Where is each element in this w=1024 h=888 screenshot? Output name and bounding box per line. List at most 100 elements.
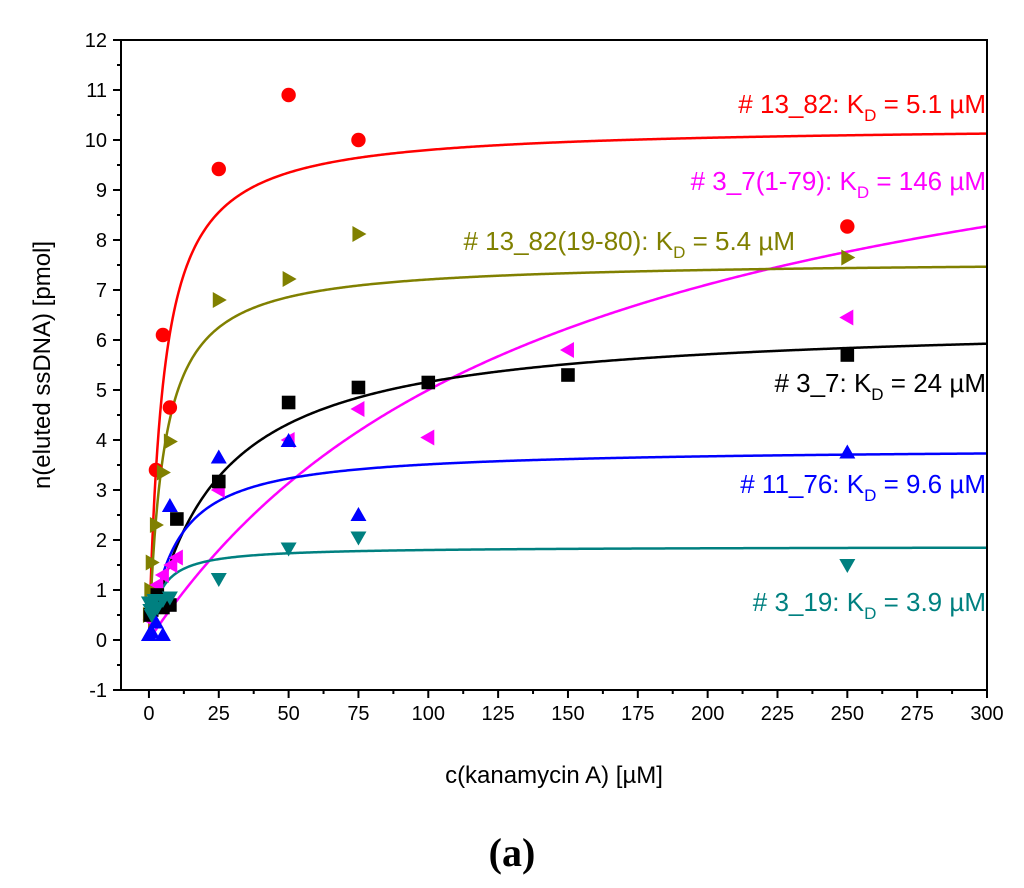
series-label-prefix: # 3_7: K bbox=[774, 368, 872, 398]
data-point--3-7-1-79- bbox=[559, 342, 574, 358]
x-tick-label: 275 bbox=[900, 703, 933, 725]
y-tick-label: 8 bbox=[96, 230, 107, 252]
series-label-prefix: # 3_7(1-79): K bbox=[691, 166, 858, 196]
x-tick-label: 75 bbox=[347, 703, 369, 725]
x-tick-label: 0 bbox=[143, 703, 154, 725]
kd-subscript: D bbox=[864, 604, 876, 623]
data-point--3-7 bbox=[281, 395, 296, 410]
kd-subscript: D bbox=[864, 106, 876, 125]
x-tick-label: 125 bbox=[481, 703, 514, 725]
data-point--3-7-1-79- bbox=[154, 567, 169, 583]
series-label: # 11_76: KD = 9.6 µM bbox=[740, 469, 986, 505]
series-label-prefix: # 11_76: K bbox=[740, 469, 865, 499]
data-markers bbox=[140, 87, 856, 641]
data-point--11-76 bbox=[161, 498, 178, 512]
data-point--3-7 bbox=[561, 368, 575, 382]
data-point--3-7 bbox=[840, 348, 855, 362]
data-point--13-82-19-80- bbox=[282, 271, 297, 287]
kd-subscript: D bbox=[864, 486, 876, 505]
data-point--11-76 bbox=[210, 449, 227, 464]
series-label-prefix: # 13_82: K bbox=[738, 89, 864, 119]
y-tick-label: 2 bbox=[96, 530, 107, 552]
data-point--13-82-19-80- bbox=[212, 292, 227, 308]
data-point--3-19 bbox=[210, 573, 227, 587]
x-tick-label: 175 bbox=[621, 703, 654, 725]
data-point--13-82 bbox=[155, 327, 171, 343]
plot-frame bbox=[120, 39, 988, 691]
tick-labels: 0 25 50 75 100 125 150 175 200 225 250 275 300-10123… bbox=[85, 30, 1004, 725]
data-point--3-19 bbox=[280, 542, 297, 557]
series-label-prefix: # 3_19: K bbox=[753, 587, 865, 617]
y-tick-label: 0 bbox=[96, 630, 107, 652]
data-point--3-19 bbox=[839, 559, 856, 573]
data-point--3-7 bbox=[351, 380, 366, 395]
y-tick-label: 3 bbox=[96, 480, 107, 502]
x-axis-title: c(kanamycin A) [µM] bbox=[445, 762, 663, 789]
data-point--3-19 bbox=[161, 591, 178, 606]
y-tick-label: 5 bbox=[96, 380, 107, 402]
x-tick-label: 100 bbox=[412, 703, 445, 725]
data-point--13-82-19-80- bbox=[163, 433, 178, 450]
series-label-suffix: = 24 µM bbox=[884, 368, 986, 398]
x-tick-label: 225 bbox=[761, 703, 794, 725]
panel-label: (a) bbox=[489, 830, 536, 875]
x-tick-label: 150 bbox=[551, 703, 584, 725]
x-tick-label: 50 bbox=[277, 703, 299, 725]
series-label-suffix: = 9.6 µM bbox=[876, 469, 986, 499]
kd-subscript: D bbox=[673, 243, 685, 262]
data-point--13-82 bbox=[281, 87, 296, 103]
y-tick-label: -1 bbox=[89, 680, 107, 702]
x-tick-label: 300 bbox=[970, 703, 1003, 725]
data-point--11-76 bbox=[350, 507, 367, 521]
data-point--3-7-1-79- bbox=[168, 549, 183, 566]
data-point--11-76 bbox=[147, 614, 164, 629]
x-tick-label: 250 bbox=[831, 703, 864, 725]
data-point--13-82-19-80- bbox=[156, 464, 171, 481]
data-point--13-82 bbox=[351, 132, 366, 148]
series-label-suffix: = 5.1 µM bbox=[876, 89, 986, 119]
data-point--13-82 bbox=[162, 400, 178, 415]
data-point--3-7-1-79- bbox=[163, 557, 178, 573]
y-tick-label: 9 bbox=[96, 180, 107, 202]
data-point--13-82 bbox=[211, 161, 226, 177]
series-label: # 13_82: KD = 5.1 µM bbox=[738, 89, 986, 125]
y-tick-label: 12 bbox=[85, 30, 107, 52]
fit-curve--13-82 bbox=[147, 132, 988, 641]
data-point--13-82-19-80- bbox=[145, 554, 160, 571]
data-point--3-7 bbox=[170, 512, 184, 526]
x-tick-label: 25 bbox=[208, 703, 230, 725]
data-point--3-7 bbox=[421, 375, 436, 390]
series-label-suffix: = 3.9 µM bbox=[876, 587, 986, 617]
data-point--11-76 bbox=[280, 433, 297, 447]
series-label: # 3_7: KD = 24 µM bbox=[774, 368, 986, 404]
data-point--13-82-19-80- bbox=[841, 249, 856, 266]
data-point--3-7-1-79- bbox=[839, 309, 854, 326]
data-point--3-19 bbox=[350, 531, 367, 546]
data-point--11-76 bbox=[839, 444, 856, 459]
data-point--13-82-19-80- bbox=[352, 226, 367, 242]
data-point--3-7 bbox=[211, 474, 226, 489]
series-label-prefix: # 13_82(19-80): K bbox=[463, 226, 673, 256]
y-tick-label: 7 bbox=[96, 280, 107, 302]
data-point--3-7-1-79- bbox=[350, 401, 365, 417]
series-label-suffix: = 5.4 µM bbox=[685, 226, 795, 256]
y-tick-label: 6 bbox=[96, 330, 107, 352]
data-point--13-82 bbox=[840, 219, 855, 234]
fit-curve--3-7-1-79- bbox=[147, 225, 988, 641]
series-annotations: # 13_82: KD = 5.1 µM# 3_7(1-79): KD = 14… bbox=[463, 89, 986, 623]
y-tick-label: 4 bbox=[96, 430, 107, 452]
data-point--3-7-1-79- bbox=[420, 429, 435, 446]
data-point--11-76 bbox=[154, 627, 171, 641]
kd-subscript: D bbox=[871, 385, 883, 404]
fit-curve--3-7 bbox=[147, 342, 988, 641]
fit-curve--13-82-19-80- bbox=[147, 265, 988, 641]
y-tick-label: 10 bbox=[85, 130, 107, 152]
data-point--13-82-19-80- bbox=[149, 517, 164, 533]
data-point--11-76 bbox=[143, 624, 160, 639]
series-label: # 3_19: KD = 3.9 µM bbox=[753, 587, 986, 623]
kd-subscript: D bbox=[857, 183, 869, 202]
series-label-suffix: = 146 µM bbox=[869, 166, 986, 196]
series-label: # 13_82(19-80): KD = 5.4 µM bbox=[463, 226, 795, 262]
y-tick-label: 11 bbox=[86, 80, 107, 102]
